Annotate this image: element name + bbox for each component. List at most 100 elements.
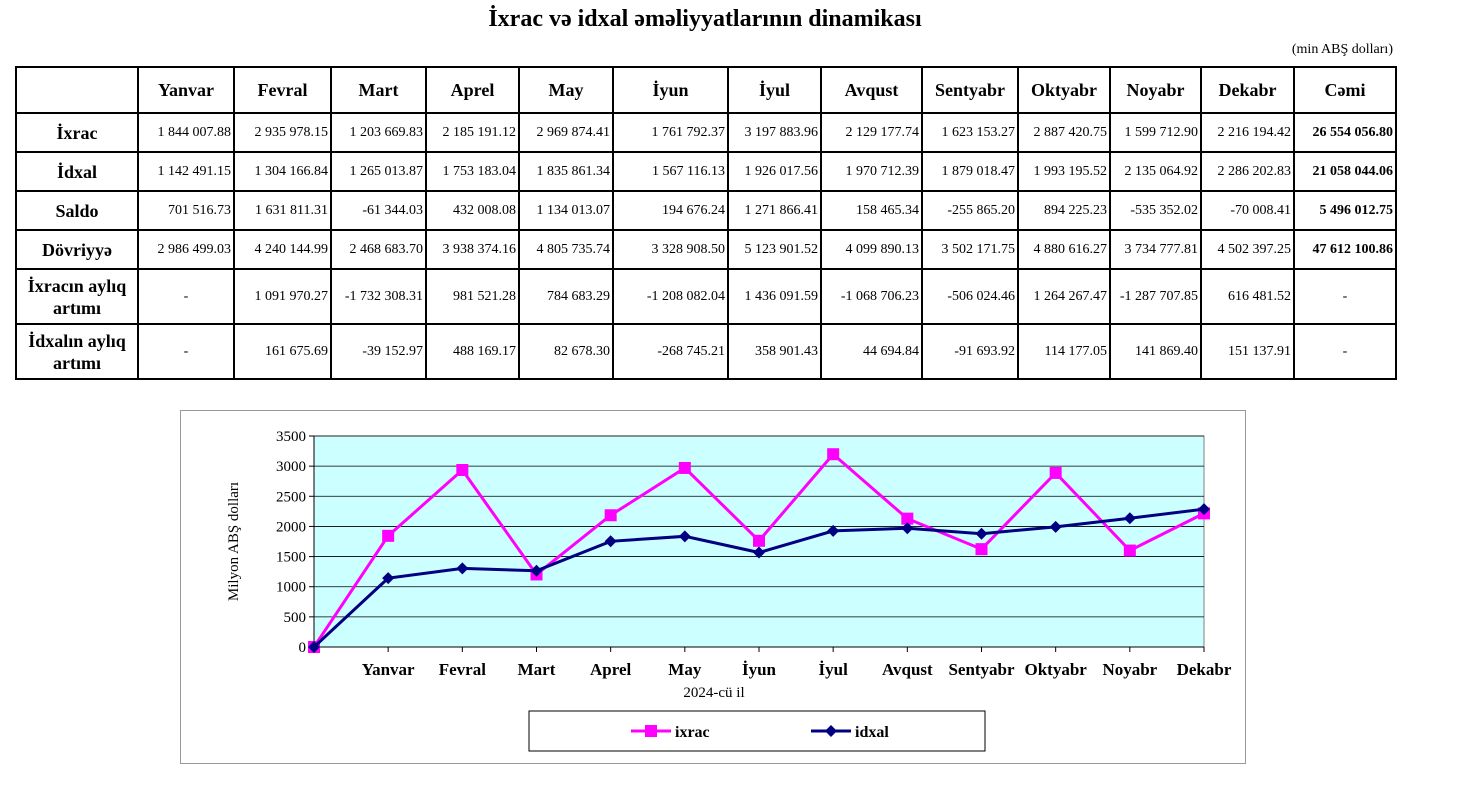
table-cell: 616 481.52 xyxy=(1200,268,1295,325)
column-header: Avqust xyxy=(820,66,923,114)
table-cell: 1 203 669.83 xyxy=(330,112,427,153)
y-tick-label: 2000 xyxy=(276,519,306,535)
row-label: Dövriyyə xyxy=(15,229,139,270)
table-cell: 2 185 191.12 xyxy=(425,112,520,153)
x-tick-label: Sentyabr xyxy=(948,660,1015,679)
table-cell: 141 869.40 xyxy=(1109,323,1202,380)
trade-table: Yanvar Fevral Mart Aprel May İyun İyul Avqust Se… xyxy=(15,66,1397,380)
data-point-idxal xyxy=(382,572,395,585)
column-header: Yanvar xyxy=(137,66,235,114)
table-cell: 194 676.24 xyxy=(612,190,729,231)
table-cell: 1 844 007.88 xyxy=(137,112,235,153)
table-cell: 432 008.08 xyxy=(425,190,520,231)
column-header: May xyxy=(518,66,614,114)
table-cell: 44 694.84 xyxy=(820,323,923,380)
x-tick-label: Aprel xyxy=(590,660,632,679)
data-point-idxal xyxy=(827,524,840,537)
table-cell: 2 887 420.75 xyxy=(1017,112,1111,153)
x-tick-label: Yanvar xyxy=(362,660,415,679)
table-cell: 4 880 616.27 xyxy=(1017,229,1111,270)
row-label: İdxal xyxy=(15,151,139,192)
line-chart: 0 500 1000 1500 2000 2500 3000 3500 Yanvar Fevral… xyxy=(226,429,1232,752)
legend-label-ixrac: ixrac xyxy=(675,724,710,741)
table-row: Saldo 701 516.73 1 631 811.31 -61 344.03 432… xyxy=(15,190,1397,231)
table-cell: 2 135 064.92 xyxy=(1109,151,1202,192)
y-tick-label: 3000 xyxy=(276,459,306,475)
x-tick-label: Avqust xyxy=(882,660,933,679)
table-cell: -506 024.46 xyxy=(921,268,1019,325)
table-cell: 784 683.29 xyxy=(518,268,614,325)
data-point-idxal xyxy=(975,527,988,540)
table-cell: -255 865.20 xyxy=(921,190,1019,231)
table-cell: 1 753 183.04 xyxy=(425,151,520,192)
table-cell: 1 134 013.07 xyxy=(518,190,614,231)
table-cell: 161 675.69 xyxy=(233,323,332,380)
page-title: İxrac və idxal əməliyyatlarının dinamika… xyxy=(488,6,922,32)
column-header: İyul xyxy=(727,66,822,114)
table-cell: 4 240 144.99 xyxy=(233,229,332,270)
table-cell: 1 599 712.90 xyxy=(1109,112,1202,153)
y-tick-label: 1500 xyxy=(276,550,306,566)
data-point-ixrac xyxy=(827,448,840,461)
table-cell: 3 197 883.96 xyxy=(727,112,822,153)
data-point-ixrac xyxy=(1049,466,1062,479)
y-tick-label: 2500 xyxy=(276,489,306,505)
unit-label: (min ABŞ dolları) xyxy=(1291,42,1393,57)
table-cell: 2 986 499.03 xyxy=(137,229,235,270)
column-header: Dekabr xyxy=(1200,66,1295,114)
y-axis-label: Milyon ABŞ dolları xyxy=(226,482,242,601)
table-cell: 2 286 202.83 xyxy=(1200,151,1295,192)
column-header: Noyabr xyxy=(1109,66,1202,114)
data-point-idxal xyxy=(901,522,914,535)
y-tick-label: 500 xyxy=(284,610,307,626)
column-header: İyun xyxy=(612,66,729,114)
table-cell: 1 567 116.13 xyxy=(612,151,729,192)
data-point-ixrac xyxy=(975,543,988,556)
table-cell: -268 745.21 xyxy=(612,323,729,380)
table-cell: 1 271 866.41 xyxy=(727,190,822,231)
table-cell: 701 516.73 xyxy=(137,190,235,231)
table-cell: -1 287 707.85 xyxy=(1109,268,1202,325)
total-cell: 47 612 100.86 xyxy=(1293,229,1397,270)
chart-container: 0 500 1000 1500 2000 2500 3000 3500 Yanvar Fevral… xyxy=(180,410,1246,764)
data-point-ixrac xyxy=(382,529,395,542)
table-row: İxrac 1 844 007.88 2 935 978.15 1 203 669.8… xyxy=(15,112,1397,153)
table-cell: 2 129 177.74 xyxy=(820,112,923,153)
total-cell: - xyxy=(1293,323,1397,380)
column-header: Cəmi xyxy=(1293,66,1397,114)
table-cell: 3 734 777.81 xyxy=(1109,229,1202,270)
column-header: Aprel xyxy=(425,66,520,114)
data-point-idxal xyxy=(1198,503,1210,516)
table-cell: 1 623 153.27 xyxy=(921,112,1019,153)
table-cell: 2 216 194.42 xyxy=(1200,112,1295,153)
table-cell: 1 304 166.84 xyxy=(233,151,332,192)
table-cell: 1 142 491.15 xyxy=(137,151,235,192)
table-cell: 3 938 374.16 xyxy=(425,229,520,270)
table-cell: -1 068 706.23 xyxy=(820,268,923,325)
legend-box xyxy=(528,710,986,752)
column-header xyxy=(15,66,139,114)
table-cell: -70 008.41 xyxy=(1200,190,1295,231)
table-cell: 1 926 017.56 xyxy=(727,151,822,192)
data-point-idxal xyxy=(753,546,765,559)
table-cell: 358 901.43 xyxy=(727,323,822,380)
table-cell: -91 693.92 xyxy=(921,323,1019,380)
table-cell: 4 805 735.74 xyxy=(518,229,614,270)
table-row: İxracın aylıq artımı -1 091 970.27 -1 732 … xyxy=(15,268,1397,325)
data-point-ixrac xyxy=(753,534,765,547)
data-point-idxal xyxy=(530,564,543,577)
row-label: İdxalın aylıq artımı xyxy=(15,323,139,380)
column-header: Fevral xyxy=(233,66,332,114)
total-cell: 26 554 056.80 xyxy=(1293,112,1397,153)
table-cell: 1 835 861.34 xyxy=(518,151,614,192)
data-point-idxal xyxy=(308,641,320,653)
table-cell: -535 352.02 xyxy=(1109,190,1202,231)
table-cell: 5 123 901.52 xyxy=(727,229,822,270)
legend-marker-ixrac xyxy=(645,725,657,737)
x-tick-label: Dekabr xyxy=(1177,660,1232,679)
table-cell: 2 468 683.70 xyxy=(330,229,427,270)
column-header: Oktyabr xyxy=(1017,66,1111,114)
table-cell: 2 969 874.41 xyxy=(518,112,614,153)
table-row: Dövriyyə 2 986 499.03 4 240 144.99 2 468 68… xyxy=(15,229,1397,270)
total-cell: 21 058 044.06 xyxy=(1293,151,1397,192)
